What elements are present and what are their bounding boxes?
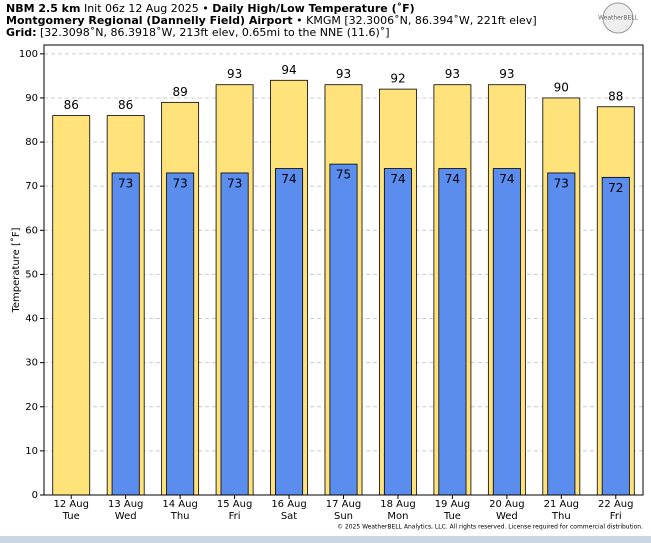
x-tick-label: Mon: [387, 511, 408, 522]
header-line3: Grid: [32.3098˚N, 86.3918˚W, 213ft elev,…: [6, 26, 390, 39]
bar: [52, 115, 91, 496]
bar: [438, 168, 467, 496]
value-label: 92: [390, 72, 405, 86]
bar: [601, 176, 630, 496]
value-label: 94: [281, 63, 296, 77]
value-label: 74: [390, 172, 405, 186]
value-label: 73: [118, 176, 133, 190]
bottom-strip: [0, 536, 651, 543]
bar: [383, 168, 412, 496]
value-label: 93: [336, 67, 351, 81]
x-tick-label: 15 Aug: [217, 499, 252, 510]
y-tick-label: 40: [25, 314, 38, 325]
value-label: 73: [554, 176, 569, 190]
value-label: 73: [227, 176, 242, 190]
x-tick-label: 21 Aug: [544, 499, 579, 510]
x-tick-label: Sun: [334, 511, 353, 522]
value-label: 93: [499, 67, 514, 81]
y-tick-label: 80: [25, 137, 38, 148]
value-label: 73: [172, 176, 187, 190]
y-tick-label: 30: [25, 358, 38, 369]
y-tick-label: 0: [32, 490, 38, 501]
x-tick-label: Tue: [62, 511, 80, 522]
header-line2: Montgomery Regional (Dannelly Field) Air…: [6, 14, 537, 27]
bar: [329, 163, 358, 496]
value-label: 72: [608, 181, 623, 195]
x-tick-label: 14 Aug: [162, 499, 197, 510]
x-tick-label: 20 Aug: [489, 499, 524, 510]
x-tick-label: Thu: [170, 511, 190, 522]
value-label: 93: [227, 67, 242, 81]
footer: © 2025 WeatherBELL Analytics, LLC. All r…: [337, 524, 643, 531]
x-tick-label: 16 Aug: [271, 499, 306, 510]
y-tick-label: 20: [25, 402, 38, 413]
y-tick-label: 90: [25, 93, 38, 104]
value-label: 74: [445, 172, 460, 186]
x-tick-label: 13 Aug: [108, 499, 143, 510]
station: Montgomery Regional (Dannelly Field) Air…: [6, 14, 293, 27]
y-tick-label: 10: [25, 446, 38, 457]
x-tick-label: Wed: [496, 511, 518, 522]
x-tick-label: 12 Aug: [54, 499, 89, 510]
x-tick-label: Fri: [229, 511, 241, 522]
plot-frame: [43, 44, 644, 496]
bar: [492, 168, 521, 496]
bar: [220, 172, 249, 496]
y-tick-label: 50: [25, 269, 38, 280]
grid-label: Grid:: [6, 26, 37, 39]
product: Daily High/Low Temperature (˚F): [212, 2, 414, 15]
y-tick-label: 70: [25, 181, 38, 192]
station-info: • KMGM [32.3006˚N, 86.394˚W, 221ft elev]: [296, 14, 536, 27]
x-tick-label: 18 Aug: [380, 499, 415, 510]
value-label: 88: [608, 89, 623, 103]
grid-info: [32.3098˚N, 86.3918˚W, 213ft elev, 0.65m…: [40, 26, 390, 39]
x-tick-label: 22 Aug: [598, 499, 633, 510]
y-tick-label: 100: [19, 49, 38, 60]
y-axis-label: Temperature [˚F]: [10, 227, 22, 313]
value-label: 74: [281, 172, 296, 186]
value-label: 90: [554, 80, 569, 94]
bar: [275, 168, 304, 496]
logo-badge: [602, 2, 634, 34]
model: NBM 2.5 km: [6, 2, 80, 15]
x-tick-label: 19 Aug: [435, 499, 470, 510]
x-tick-label: 17 Aug: [326, 499, 361, 510]
x-tick-label: Sat: [281, 511, 297, 522]
x-tick-label: Fri: [610, 511, 622, 522]
header-line1: NBM 2.5 km Init 06z 12 Aug 2025 • Daily …: [6, 2, 415, 15]
value-label: 86: [118, 98, 133, 112]
x-tick-label: Wed: [115, 511, 137, 522]
bar: [166, 172, 195, 496]
value-label: 86: [64, 98, 79, 112]
logo: WeatherBELL: [598, 15, 639, 22]
init: Init 06z 12 Aug 2025 •: [84, 2, 209, 15]
bar: [547, 172, 576, 496]
value-label: 89: [172, 85, 187, 99]
value-label: 93: [445, 67, 460, 81]
value-label: 75: [336, 168, 351, 182]
bar: [111, 172, 140, 496]
value-label: 74: [499, 172, 514, 186]
x-tick-label: Tue: [443, 511, 461, 522]
y-tick-label: 60: [25, 225, 38, 236]
x-tick-label: Thu: [551, 511, 571, 522]
